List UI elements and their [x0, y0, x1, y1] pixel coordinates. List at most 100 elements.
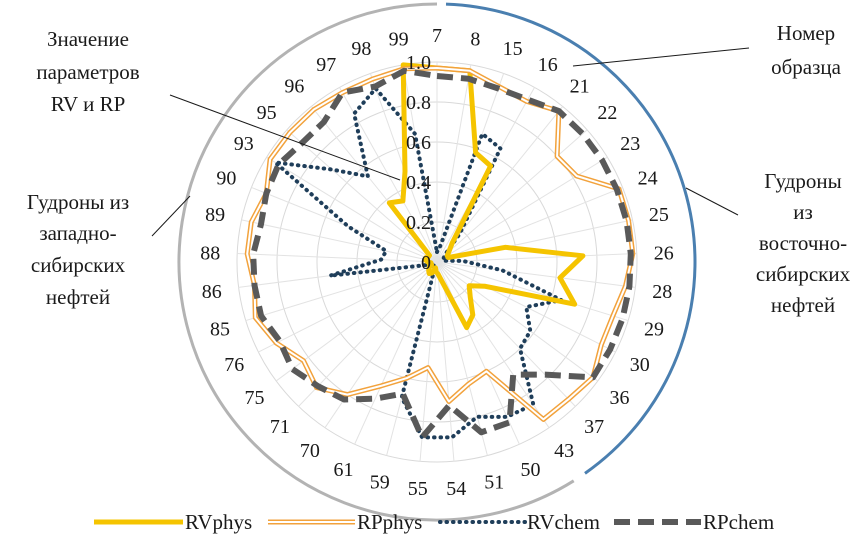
annotation-sample: Номер образца [572, 21, 842, 79]
annotation-values: Значение параметров RV и RP [36, 27, 401, 181]
grid-spoke [237, 253, 438, 263]
series-rvchem [273, 86, 564, 440]
series-rpphys-inner [246, 67, 634, 421]
category-label-59: 59 [370, 472, 390, 494]
category-label-75: 75 [245, 387, 265, 409]
category-label-86: 86 [202, 281, 222, 303]
grid-spoke [436, 186, 623, 263]
grid-spoke [436, 261, 455, 462]
category-label-99: 99 [389, 28, 409, 50]
category-label-85: 85 [210, 319, 230, 341]
radial-tick-label: 1.0 [406, 52, 431, 74]
category-label-76: 76 [224, 354, 244, 376]
annotation-west-leader [151, 195, 191, 237]
radial-tick-label: 0.4 [406, 172, 431, 194]
category-label-70: 70 [300, 440, 320, 462]
radial-tick-label: 0 [421, 252, 431, 274]
category-label-36: 36 [610, 387, 630, 409]
category-label-95: 95 [257, 102, 277, 124]
legend-label-rpchem: RPchem [703, 510, 774, 534]
category-label-61: 61 [334, 459, 354, 481]
annotation-east-line3: восточно- [759, 231, 847, 255]
grid-spoke [436, 64, 472, 263]
category-label-24: 24 [638, 167, 658, 189]
grid-spoke [436, 129, 588, 263]
radial-tick-label: 0.8 [406, 92, 431, 114]
grid-spoke [324, 261, 438, 428]
category-label-22: 22 [597, 102, 617, 124]
annotation-west-line3: сибирских [31, 253, 126, 277]
grid-spoke [286, 129, 438, 263]
grid-spoke [354, 261, 438, 445]
annotation-values-line1: Значение [47, 27, 129, 51]
grid-spoke [298, 261, 438, 407]
category-label-88: 88 [200, 242, 220, 264]
annotation-sample-line2: образца [771, 55, 842, 79]
legend: RVphys RPphys RVchem RPchem [94, 510, 774, 534]
category-label-21: 21 [570, 75, 590, 97]
category-label-7: 7 [432, 25, 442, 47]
annotation-sample-leader [572, 47, 750, 67]
grid-spoke [266, 156, 438, 263]
east-group-arc [445, 2, 697, 475]
grid-spoke [241, 219, 438, 263]
category-label-96: 96 [284, 75, 304, 97]
category-label-90: 90 [216, 167, 236, 189]
annotation-west-line4: нефтей [46, 285, 110, 309]
annotation-east-leader [685, 187, 739, 216]
series-rpchem [250, 67, 634, 441]
radial-tick-label: 0.2 [406, 212, 431, 234]
category-label-55: 55 [408, 478, 428, 500]
grid-spoke [419, 261, 438, 462]
category-label-51: 51 [484, 472, 504, 494]
annotation-east-line2: из [793, 200, 813, 224]
annotation-west-group: Гудроны из западно- сибирских нефтей [27, 190, 191, 309]
series-rvphys [386, 62, 586, 331]
annotation-east-group: Гудроны из восточно- сибирских нефтей [685, 169, 851, 317]
grid-spoke [436, 261, 629, 322]
grid-spoke [436, 156, 608, 263]
annotation-east-line4: сибирских [756, 262, 851, 286]
category-label-29: 29 [644, 319, 664, 341]
annotation-east-line1: Гудроны [764, 169, 842, 193]
category-label-28: 28 [652, 281, 672, 303]
legend-label-rpphys: RPphys [357, 510, 422, 534]
annotation-west-line2: западно- [39, 221, 116, 245]
annotation-values-line3: RV и RP [51, 92, 126, 116]
annotation-values-line2: параметров [36, 60, 139, 84]
annotation-west-line1: Гудроны из [27, 190, 129, 214]
radial-tick-label: 0.6 [406, 132, 431, 154]
grid-spoke [436, 261, 599, 382]
grid-spoke [436, 261, 520, 445]
category-label-89: 89 [205, 204, 225, 226]
grid-spoke [436, 261, 616, 353]
category-label-30: 30 [630, 354, 650, 376]
category-label-23: 23 [620, 133, 640, 155]
grid-spoke [436, 261, 576, 407]
radial-tick-labels: 0 0.2 0.4 0.6 0.8 1.0 [406, 52, 431, 274]
annotation-sample-line1: Номер [777, 21, 835, 45]
category-label-50: 50 [521, 459, 541, 481]
series-lines [244, 62, 636, 441]
category-label-71: 71 [270, 416, 290, 438]
group-arcs [177, 2, 697, 522]
grid-spoke [258, 261, 438, 353]
legend-label-rvchem: RVchem [527, 510, 600, 534]
category-label-98: 98 [351, 38, 371, 60]
category-label-97: 97 [316, 54, 336, 76]
annotation-east-line5: нефтей [771, 293, 835, 317]
grid-spoke [436, 261, 488, 456]
category-label-37: 37 [584, 416, 604, 438]
grid-spoke [436, 261, 636, 288]
category-label-43: 43 [554, 440, 574, 462]
annotation-values-leader [169, 94, 401, 181]
west-group-arc [177, 2, 575, 522]
category-label-93: 93 [234, 133, 254, 155]
legend-label-rvphys: RVphys [185, 510, 252, 534]
grid-spoke [245, 261, 438, 322]
grid-spoke [436, 261, 550, 428]
category-label-26: 26 [654, 242, 674, 264]
